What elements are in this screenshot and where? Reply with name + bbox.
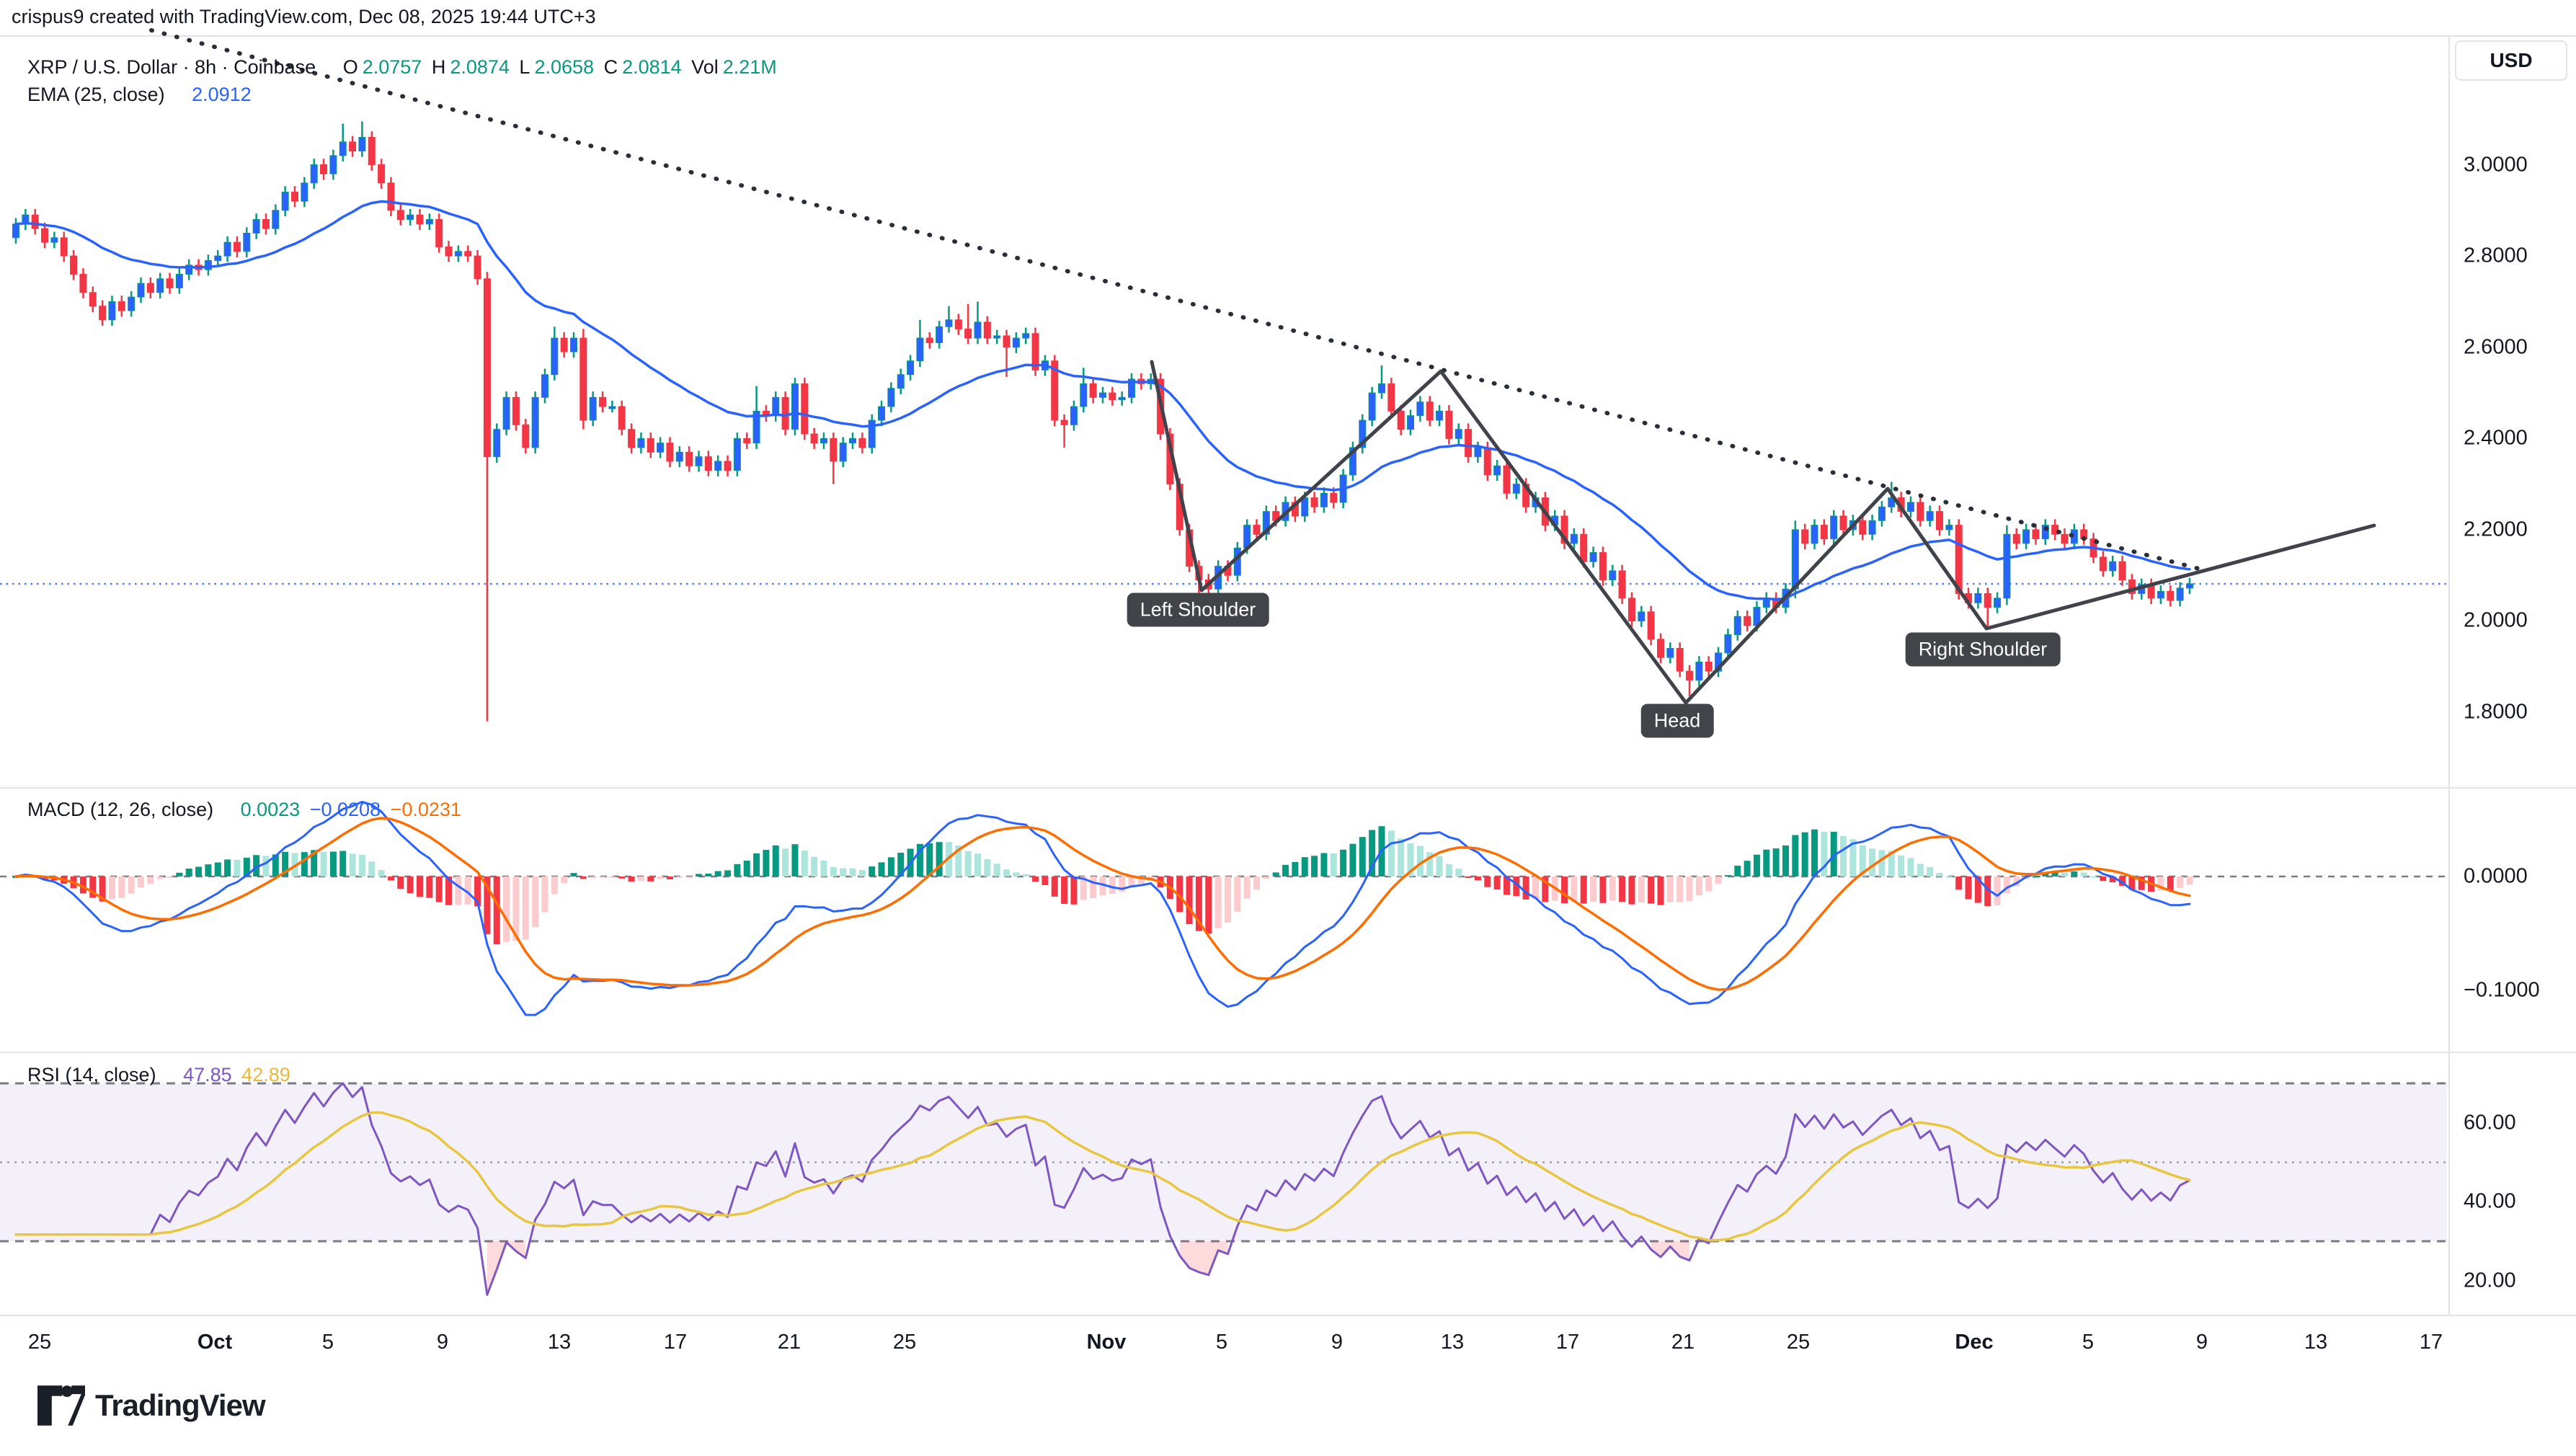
close-value: 2.0814 bbox=[622, 56, 682, 78]
tradingview-wordmark: TradingView bbox=[95, 1388, 266, 1422]
volume-label: Vol bbox=[691, 56, 719, 78]
macd-signal-value: −0.0231 bbox=[390, 799, 461, 820]
macd-legend[interactable]: MACD (12, 26, close) 0.0023 −0.0208 −0.0… bbox=[27, 799, 466, 821]
currency-badge[interactable]: USD bbox=[2455, 40, 2567, 81]
price-tick-label: 2.2000 bbox=[2464, 518, 2528, 541]
ema-legend[interactable]: EMA (25, close) 2.0912 bbox=[27, 84, 256, 106]
ema-value: 2.0912 bbox=[192, 84, 252, 105]
macd-hist-value: 0.0023 bbox=[240, 799, 301, 820]
time-tick-label: 5 bbox=[321, 1331, 334, 1354]
price-tick-label: 2.0000 bbox=[2464, 608, 2528, 632]
time-tick-label: 5 bbox=[1215, 1331, 1228, 1354]
time-tick-label: 13 bbox=[1440, 1331, 1465, 1354]
rsi-label: RSI (14, close) bbox=[27, 1064, 156, 1086]
symbol-legend[interactable]: XRP / U.S. Dollar · 8h · Coinbase O 2.075… bbox=[27, 56, 781, 79]
low-label: L bbox=[519, 56, 530, 78]
time-tick-label: 13 bbox=[547, 1331, 572, 1354]
macd-tick-label: 0.0000 bbox=[2464, 864, 2528, 888]
tradingview-logo[interactable]: TradingView bbox=[37, 1385, 266, 1426]
price-tick-label: 1.8000 bbox=[2464, 700, 2528, 724]
price-tick-label: 2.4000 bbox=[2464, 426, 2528, 450]
rsi-value: 47.85 bbox=[183, 1064, 232, 1086]
time-tick-label: 17 bbox=[663, 1331, 688, 1354]
volume-value: 2.21M bbox=[722, 56, 777, 78]
time-tick-label: 25 bbox=[27, 1331, 52, 1354]
time-tick-label: 5 bbox=[2082, 1331, 2095, 1354]
time-tick-label: 21 bbox=[777, 1331, 801, 1354]
time-tick-label: 9 bbox=[436, 1331, 449, 1354]
time-tick-label: 17 bbox=[2419, 1331, 2443, 1354]
price-tick-label: 2.6000 bbox=[2464, 335, 2528, 359]
price-tick-label: 2.8000 bbox=[2464, 244, 2528, 267]
open-label: O bbox=[342, 56, 358, 78]
ema-label: EMA (25, close) bbox=[27, 84, 165, 105]
time-tick-label: 21 bbox=[1671, 1331, 1695, 1354]
time-tick-label: 9 bbox=[1331, 1331, 1343, 1354]
rsi-legend[interactable]: RSI (14, close) 47.85 42.89 bbox=[27, 1064, 295, 1086]
time-tick-label: Oct bbox=[197, 1331, 233, 1354]
tradingview-glyph-icon bbox=[37, 1385, 85, 1426]
time-tick-label: 9 bbox=[2195, 1331, 2208, 1354]
time-tick-label: 25 bbox=[1786, 1331, 1811, 1354]
macd-tick-label: −0.1000 bbox=[2464, 978, 2540, 1002]
time-tick-label: 17 bbox=[1555, 1331, 1580, 1354]
left-shoulder-label[interactable]: Left Shoulder bbox=[1127, 592, 1269, 627]
high-value: 2.0874 bbox=[450, 56, 510, 78]
rsi-tick-label: 20.00 bbox=[2464, 1269, 2516, 1292]
right-shoulder-label[interactable]: Right Shoulder bbox=[1905, 632, 2061, 667]
head-label[interactable]: Head bbox=[1640, 703, 1714, 738]
high-label: H bbox=[431, 56, 446, 78]
macd-label: MACD (12, 26, close) bbox=[27, 799, 214, 820]
attribution-text: crispus9 created with TradingView.com, D… bbox=[12, 6, 596, 27]
time-tick-label: 25 bbox=[892, 1331, 917, 1354]
rsi-tick-label: 40.00 bbox=[2464, 1189, 2516, 1213]
price-tick-label: 3.0000 bbox=[2464, 153, 2528, 177]
open-value: 2.0757 bbox=[362, 56, 422, 78]
close-label: C bbox=[603, 56, 618, 78]
rsi-tick-label: 60.00 bbox=[2464, 1111, 2516, 1135]
low-value: 2.0658 bbox=[534, 56, 595, 78]
symbol-title: XRP / U.S. Dollar · 8h · Coinbase bbox=[27, 56, 316, 78]
macd-line-value: −0.0208 bbox=[309, 799, 381, 820]
rsi-ma-value: 42.89 bbox=[241, 1064, 290, 1086]
time-tick-label: 13 bbox=[2304, 1331, 2328, 1354]
time-tick-label: Nov bbox=[1086, 1331, 1127, 1354]
time-tick-label: Dec bbox=[1955, 1331, 1994, 1354]
